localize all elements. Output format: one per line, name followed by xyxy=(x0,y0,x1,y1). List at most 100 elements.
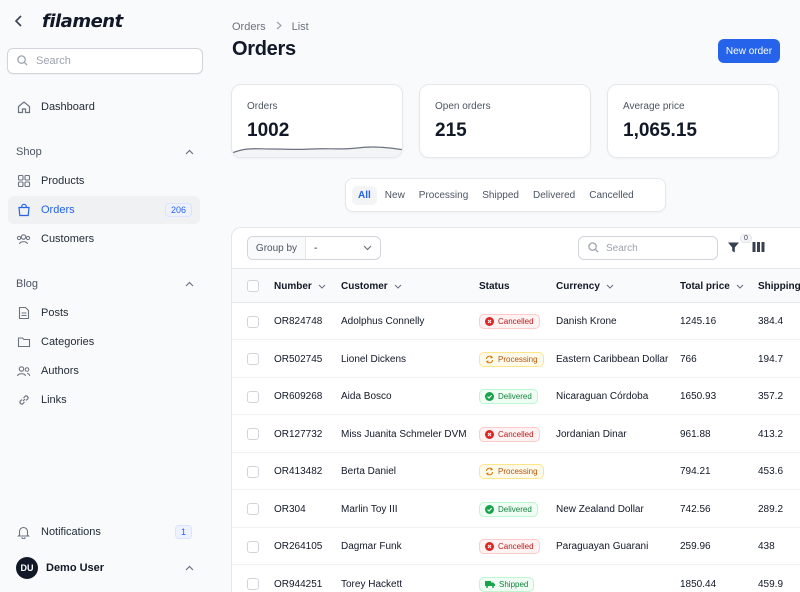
breadcrumb-orders[interactable]: Orders xyxy=(232,21,266,33)
tab-all[interactable]: All xyxy=(352,185,377,205)
table-row[interactable]: OR609268 Aida Bosco Delivered Nicaraguan Có… xyxy=(232,378,800,415)
sidebar-item-posts[interactable]: Posts xyxy=(8,299,200,327)
table-row[interactable]: OR413482 Berta Daniel Processing 794.21 453.… xyxy=(232,453,800,490)
customer-name: Adolphus Connelly xyxy=(341,316,425,327)
customer-name: Dagmar Funk xyxy=(341,541,402,552)
order-number: OR944251 xyxy=(274,578,323,590)
status-cell: Cancelled xyxy=(479,416,540,453)
row-checkbox[interactable] xyxy=(247,428,259,440)
stat-card-orders: Orders 1002 xyxy=(231,84,403,158)
page-title: Orders xyxy=(232,38,296,60)
table-row[interactable]: OR944251 Torey Hackett Shipped 1850.44 459.9 xyxy=(232,566,800,592)
table-row[interactable]: OR502745 Lionel Dickens Processing Eastern … xyxy=(232,341,800,378)
breadcrumb: Orders List xyxy=(232,21,309,33)
chevron-up-icon[interactable] xyxy=(185,146,194,158)
total-price: 1245.16 xyxy=(680,316,717,327)
chevron-left-icon[interactable] xyxy=(14,14,28,28)
x-circle-icon xyxy=(485,429,494,439)
total-price: 1650.93 xyxy=(680,391,717,402)
search-icon xyxy=(17,54,28,69)
customer-name: Lionel Dickens xyxy=(341,353,407,365)
folder-icon xyxy=(16,335,31,350)
table-row[interactable]: OR264105 Dagmar Funk Cancelled Paraguayan G… xyxy=(232,528,800,565)
chevron-down-icon xyxy=(606,281,614,292)
customer-name: Miss Juanita Schmeler DVM xyxy=(341,428,467,440)
user-menu[interactable]: DU Demo User xyxy=(16,556,194,580)
x-circle-icon xyxy=(485,317,494,326)
select-cell xyxy=(247,378,259,415)
column-header-shipping-cost[interactable]: Shipping cost xyxy=(758,269,800,303)
status-label: Shipped xyxy=(499,579,529,589)
group-by-select[interactable]: Group by - xyxy=(247,236,381,260)
app-logo[interactable]: filament xyxy=(42,10,123,32)
shipping-cost: 459.9 xyxy=(758,578,784,590)
total-price: 961.88 xyxy=(680,428,711,440)
row-checkbox[interactable] xyxy=(247,390,259,403)
status-badge: Processing xyxy=(479,351,544,367)
stat-label: Average price xyxy=(623,101,685,112)
select-all-checkbox[interactable] xyxy=(247,280,259,292)
row-checkbox[interactable] xyxy=(247,315,259,328)
column-header-currency[interactable]: Currency xyxy=(556,269,614,303)
order-number: OR413482 xyxy=(274,466,323,477)
sidebar-item-categories[interactable]: Categories xyxy=(8,328,200,356)
tab-processing[interactable]: Processing xyxy=(418,189,469,201)
tab-delivered[interactable]: Delivered xyxy=(532,189,576,201)
tab-shipped[interactable]: Shipped xyxy=(482,189,519,201)
select-all-cell xyxy=(247,269,259,303)
sidebar-item-products[interactable]: Products xyxy=(8,167,200,195)
stat-label: Open orders xyxy=(435,101,491,112)
brand: filament xyxy=(14,10,123,32)
table-search[interactable] xyxy=(578,236,718,260)
row-checkbox[interactable] xyxy=(247,465,259,478)
chevron-down-icon xyxy=(394,281,402,292)
sidebar-item-links[interactable]: Links xyxy=(8,386,200,414)
filter-icon[interactable] xyxy=(727,241,741,255)
sidebar-group-blog[interactable]: Blog xyxy=(16,278,194,290)
sidebar-item-notifications[interactable]: Notifications 1 xyxy=(8,518,200,546)
column-header-total-price[interactable]: Total price xyxy=(680,269,744,303)
columns-icon[interactable] xyxy=(752,241,766,255)
sidebar-item-orders[interactable]: Orders 206 xyxy=(8,196,200,224)
sidebar-item-label: Authors xyxy=(41,365,79,377)
group-by-value: - xyxy=(314,242,318,254)
column-header-number[interactable]: Number xyxy=(274,269,326,303)
sidebar-item-dashboard[interactable]: Dashboard xyxy=(8,93,200,121)
sidebar-group-shop[interactable]: Shop xyxy=(16,146,194,158)
row-checkbox[interactable] xyxy=(247,353,259,365)
chevron-up-icon[interactable] xyxy=(185,278,194,290)
tab-new[interactable]: New xyxy=(384,189,405,201)
row-checkbox[interactable] xyxy=(247,578,259,590)
shipping-cost: 289.2 xyxy=(758,503,784,515)
status-badge: Processing xyxy=(479,464,544,479)
sidebar-item-label: Customers xyxy=(41,233,95,245)
group-by-value-field[interactable]: - xyxy=(306,237,380,259)
table-row[interactable]: OR824748 Adolphus Connelly Cancelled Danish… xyxy=(232,303,800,340)
link-icon xyxy=(16,393,31,408)
stat-label: Orders xyxy=(247,101,278,112)
sidebar-item-authors[interactable]: Authors xyxy=(8,357,200,385)
sidebar-search[interactable] xyxy=(7,48,203,74)
sidebar-item-label: Links xyxy=(41,394,67,406)
select-cell xyxy=(247,341,259,378)
table-row[interactable]: OR127732 Miss Juanita Schmeler DVM Cancell… xyxy=(232,416,800,453)
table-row[interactable]: OR304 Marlin Toy III Delivered New Zealand … xyxy=(232,491,800,528)
sidebar-search-input[interactable] xyxy=(36,55,186,67)
new-order-button[interactable]: New order xyxy=(718,39,780,63)
status-badge: Delivered xyxy=(479,501,538,517)
stat-value: 1002 xyxy=(247,120,290,141)
refresh-icon xyxy=(485,355,494,364)
chevron-down-icon xyxy=(736,281,744,292)
row-checkbox[interactable] xyxy=(247,503,259,515)
orders-table: Group by - 0 Number Customer Stat xyxy=(231,227,800,592)
status-label: Cancelled xyxy=(498,317,534,326)
sidebar: filament Dashboard Shop Products Orders … xyxy=(0,0,216,592)
sidebar-item-customers[interactable]: Customers xyxy=(8,225,200,253)
column-header-customer[interactable]: Customer xyxy=(341,269,402,303)
table-search-input[interactable] xyxy=(606,242,706,254)
tab-cancelled[interactable]: Cancelled xyxy=(589,189,634,201)
currency: Nicaraguan Córdoba xyxy=(556,391,649,402)
column-label: Currency xyxy=(556,280,600,292)
table-header: Number Customer Status Currency Total pr… xyxy=(232,269,800,303)
row-checkbox[interactable] xyxy=(247,540,259,553)
